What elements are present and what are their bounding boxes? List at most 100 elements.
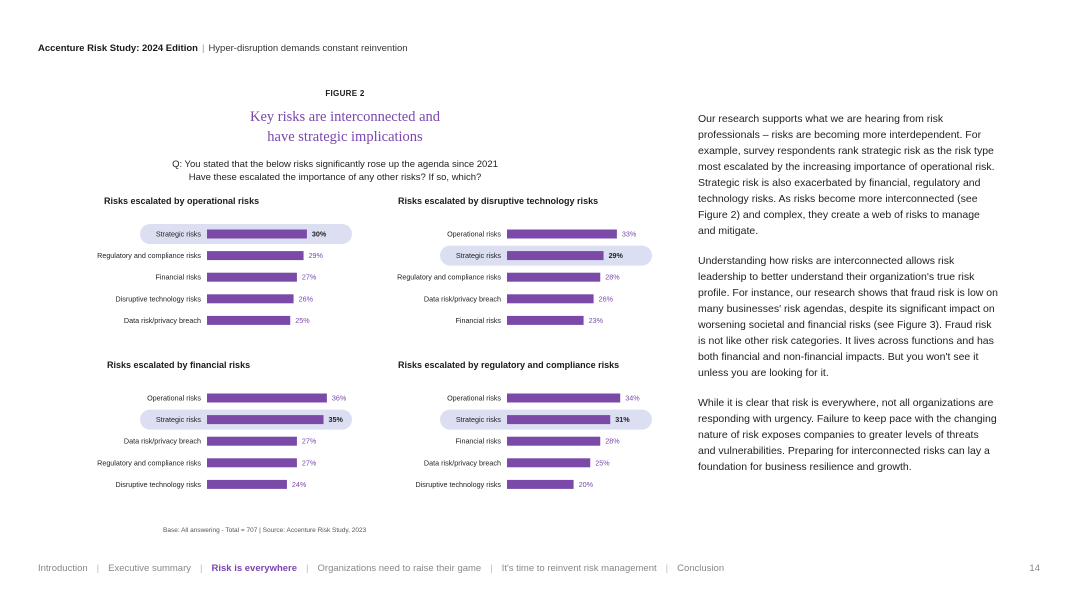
category-label: Data risk/privacy breach: [124, 316, 201, 325]
nav-separator: |: [665, 563, 669, 574]
bar: [507, 479, 574, 489]
chart-title: Risks escalated by operational risks: [104, 196, 260, 206]
bar: [207, 458, 297, 468]
category-label: Financial risks: [455, 437, 501, 446]
survey-question-line1: Q: You stated that the below risks signi…: [172, 159, 498, 170]
category-label: Financial risks: [455, 316, 501, 325]
value-label: 31%: [615, 415, 630, 424]
value-label: 27%: [302, 458, 317, 467]
bar: [207, 393, 327, 403]
category-label: Strategic risks: [156, 415, 202, 424]
bar-chart-disruptive-tech: Operational risks 33% Strategic risks 29% Re…: [397, 229, 652, 325]
category-label: Regulatory and compliance risks: [97, 458, 201, 467]
body-text: Our research supports what we are hearin…: [698, 111, 998, 489]
figure-title: Key risks are interconnected and have st…: [0, 107, 690, 147]
survey-question: Q: You stated that the below risks signi…: [0, 158, 670, 184]
paragraph-3: While it is clear that risk is everywher…: [698, 397, 997, 473]
value-label: 26%: [299, 294, 314, 303]
figure-label: FIGURE 2: [325, 89, 365, 98]
nav-introduction[interactable]: Introduction: [38, 563, 88, 574]
value-label: 27%: [302, 273, 317, 282]
value-label: 28%: [605, 437, 620, 446]
nav-separator: |: [200, 563, 203, 574]
nav-separator: |: [490, 563, 493, 574]
category-label: Data risk/privacy breach: [124, 437, 201, 446]
value-label: 20%: [579, 480, 594, 489]
nav-organizations-raise-game[interactable]: Organizations need to raise their game: [317, 563, 482, 574]
survey-question-line2: Have these escalated the importance of a…: [188, 172, 482, 183]
value-label: 33%: [622, 230, 637, 239]
category-label: Operational risks: [447, 394, 501, 403]
bar: [207, 479, 287, 489]
nav-executive-summary[interactable]: Executive summary: [108, 563, 192, 574]
value-label: 25%: [595, 458, 610, 467]
bar: [507, 415, 611, 425]
paragraph-1: Our research supports what we are hearin…: [698, 113, 995, 237]
chart-title: Risks escalated by financial risks: [107, 360, 251, 370]
bar: [207, 272, 297, 282]
bar: [207, 294, 294, 304]
chart-panel-operational: Risks escalated by operational risks Str…: [0, 196, 352, 336]
bar: [507, 315, 584, 325]
paragraph-2: Understanding how risks are interconnect…: [698, 255, 998, 379]
source-note: Base: All answering - Total = 707 | Sour…: [163, 527, 367, 534]
value-label: 24%: [292, 480, 307, 489]
chart-panel-disruptive-tech: Risks escalated by disruptive technology…: [300, 196, 652, 336]
value-label: 36%: [332, 394, 347, 403]
value-label: 27%: [302, 437, 317, 446]
chart-title: Risks escalated by regulatory and compli…: [398, 360, 620, 370]
value-label: 35%: [329, 415, 344, 424]
category-label: Disruptive technology risks: [116, 294, 202, 303]
chart-panel-financial: Risks escalated by financial risks Opera…: [0, 360, 352, 500]
category-label: Data risk/privacy breach: [424, 458, 501, 467]
bar: [507, 458, 591, 468]
bar: [507, 294, 594, 304]
chart-title: Risks escalated by disruptive technology…: [398, 196, 599, 206]
nav-conclusion[interactable]: Conclusion: [677, 563, 725, 574]
category-label: Strategic risks: [456, 415, 502, 424]
figure-title-line1: Key risks are interconnected and: [249, 109, 441, 125]
bar-chart-regulatory: Operational risks 34% Strategic risks 31% Fi…: [416, 393, 652, 489]
category-label: Strategic risks: [156, 230, 202, 239]
nav-risk-is-everywhere[interactable]: Risk is everywhere: [211, 563, 298, 574]
bar: [507, 272, 601, 282]
page-number: 14: [1029, 563, 1040, 574]
bar: [207, 315, 291, 325]
category-label: Disruptive technology risks: [116, 480, 202, 489]
bar: [207, 415, 324, 425]
chart-panel-regulatory: Risks escalated by regulatory and compli…: [300, 360, 652, 500]
value-label: 30%: [312, 230, 327, 239]
category-label: Financial risks: [155, 273, 201, 282]
study-title: Accenture Risk Study: 2024 Edition: [38, 43, 198, 54]
bar: [507, 251, 604, 261]
value-label: 29%: [309, 251, 324, 260]
category-label: Regulatory and compliance risks: [97, 251, 201, 260]
value-label: 28%: [605, 273, 620, 282]
study-subtitle: Hyper-disruption demands constant reinve…: [208, 43, 408, 54]
nav-reinvent-risk-management[interactable]: It's time to reinvent risk management: [501, 563, 657, 574]
category-label: Strategic risks: [456, 251, 502, 260]
category-label: Regulatory and compliance risks: [397, 273, 501, 282]
value-label: 23%: [589, 316, 604, 325]
figure-title-line2: have strategic implications: [267, 129, 423, 145]
bar: [207, 436, 297, 446]
bar: [507, 436, 601, 446]
footer-nav: Introduction | Executive summary | Risk is e…: [38, 563, 724, 574]
nav-separator: |: [96, 563, 100, 574]
bar: [207, 229, 307, 239]
value-label: 29%: [609, 251, 624, 260]
category-label: Operational risks: [147, 394, 201, 403]
category-label: Disruptive technology risks: [416, 480, 502, 489]
bar: [207, 251, 304, 261]
bar-chart-operational: Strategic risks 30% Regulatory and complia…: [97, 224, 352, 325]
value-label: 25%: [295, 316, 310, 325]
category-label: Operational risks: [447, 230, 501, 239]
bar: [507, 229, 617, 239]
header-separator: |: [201, 43, 205, 54]
value-label: 26%: [599, 294, 614, 303]
bar: [507, 393, 621, 403]
nav-separator: |: [306, 563, 309, 574]
category-label: Data risk/privacy breach: [424, 294, 501, 303]
document-header: Accenture Risk Study: 2024 Edition | Hyper…: [38, 43, 408, 54]
bar-chart-financial: Operational risks 36% Strategic risks 35% Da…: [97, 393, 352, 489]
